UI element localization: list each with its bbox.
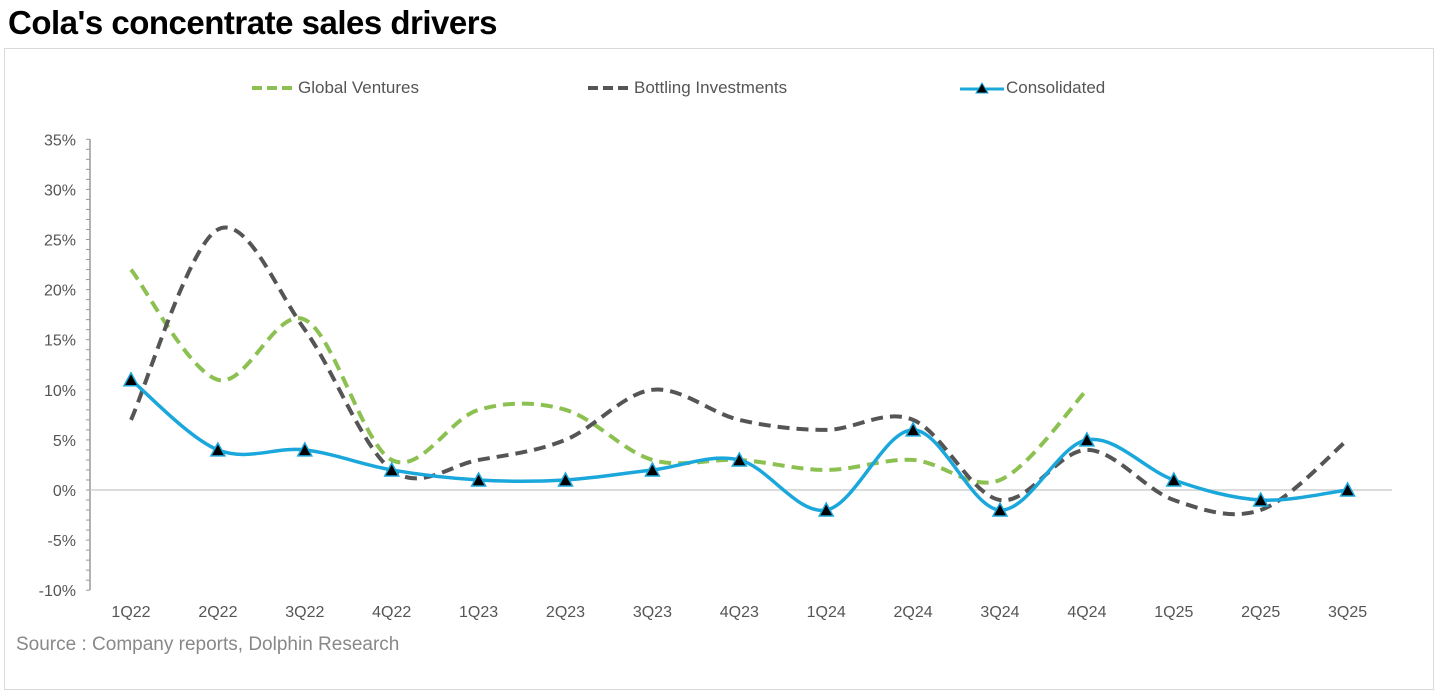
legend-triangle-line-icon <box>960 82 1004 94</box>
y-tick-label: -10% <box>39 583 76 600</box>
series-line-consolidated <box>129 378 1348 512</box>
data-point-marker <box>470 471 487 487</box>
y-tick-label: 30% <box>44 182 76 199</box>
x-tick-label: 4Q23 <box>720 604 759 621</box>
y-tick-label: 20% <box>44 283 76 300</box>
source-note: Source : Company reports, Dolphin Resear… <box>16 634 400 655</box>
data-point-marker <box>1165 471 1183 487</box>
x-tick-label: 4Q24 <box>1067 604 1106 621</box>
chart-title: Cola's concentrate sales drivers <box>8 4 497 41</box>
data-point-marker <box>1339 481 1356 497</box>
x-tick-label: 1Q24 <box>807 604 846 621</box>
x-tick-label: 2Q22 <box>198 604 237 621</box>
chart-frame <box>4 48 1434 690</box>
data-point-marker <box>557 471 574 487</box>
legend-bottling-investments: Bottling Investments <box>586 78 787 98</box>
x-tick-label: 2Q24 <box>894 604 933 621</box>
y-tick-label: 35% <box>44 132 76 149</box>
x-tick-label: 1Q22 <box>111 604 150 621</box>
x-tick-label: 1Q23 <box>459 604 498 621</box>
legend-label: Global Ventures <box>298 78 419 97</box>
y-tick-label: 10% <box>44 383 76 400</box>
x-tick-label: 3Q23 <box>633 604 672 621</box>
data-point-marker <box>122 371 140 387</box>
y-tick-label: 15% <box>44 333 76 350</box>
data-point-marker <box>209 441 227 457</box>
x-tick-label: 2Q25 <box>1241 604 1280 621</box>
x-tick-label: 3Q24 <box>980 604 1019 621</box>
y-tick-label: -5% <box>48 533 76 550</box>
data-point-marker <box>296 441 314 457</box>
legend-label: Bottling Investments <box>634 78 788 97</box>
x-tick-label: 2Q23 <box>546 604 585 621</box>
legend-consolidated: Consolidated <box>958 78 1105 98</box>
data-point-marker <box>991 501 1009 517</box>
legend-global-ventures: Global Ventures <box>250 78 419 98</box>
y-tick-label: 25% <box>44 233 76 250</box>
data-point-marker <box>644 461 661 477</box>
data-point-marker <box>817 501 835 517</box>
x-tick-label: 4Q22 <box>372 604 411 621</box>
data-point-marker <box>1252 491 1269 507</box>
x-tick-label: 1Q25 <box>1154 604 1193 621</box>
data-point-marker <box>904 421 922 437</box>
data-point-marker <box>1078 431 1096 447</box>
legend-dash-icon <box>252 86 296 90</box>
legend-label: Consolidated <box>1006 78 1106 97</box>
x-tick-label: 3Q25 <box>1328 604 1367 621</box>
x-tick-label: 3Q22 <box>285 604 324 621</box>
legend-dash-icon <box>588 86 632 90</box>
y-tick-label: 5% <box>53 433 76 450</box>
y-tick-label: 0% <box>53 483 76 500</box>
series-line-global-ventures <box>129 268 1089 485</box>
series-line-bottling-investments <box>129 225 1349 517</box>
data-point-marker <box>383 461 400 477</box>
data-point-marker <box>731 451 748 467</box>
